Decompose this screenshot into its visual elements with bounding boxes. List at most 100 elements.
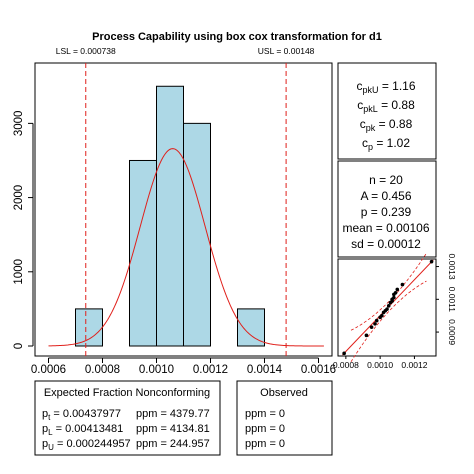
indices-frame — [337, 62, 437, 160]
stats-list: n = 20 A = 0.456 p = 0.239 mean = 0.00106 sd… — [342, 173, 429, 251]
expected-row: pL = 0.00413481 — [42, 423, 123, 437]
index-symbol: c — [360, 117, 366, 131]
index-value: = 0.88 — [375, 117, 412, 131]
y-tick-label: 0 — [13, 343, 25, 349]
qq-point — [342, 351, 346, 356]
expected-symbol: p — [42, 438, 48, 450]
qq-x-tick-label: 0.0010 — [367, 360, 393, 370]
expected-symbol: p — [42, 408, 48, 420]
expected-subscript: L — [48, 428, 53, 437]
histogram-bar — [129, 159, 157, 347]
histogram-bars — [75, 85, 265, 347]
lsl-label: LSL = 0.000738 — [56, 46, 116, 56]
qq-frame — [337, 258, 437, 357]
expected-row: pU = 0.000244957 — [42, 438, 131, 452]
qq-point — [373, 322, 377, 326]
histogram-panel: LSL = 0.000738 USL = 0.00148 0.0006 0.000… — [13, 46, 336, 376]
qq-point — [364, 333, 369, 338]
qq-point — [395, 287, 400, 292]
qq-point — [380, 313, 384, 318]
expected-fraction-box: Expected Fraction Nonconforming pt = 0.0… — [34, 380, 221, 456]
stats-frame — [337, 160, 437, 258]
histogram-x-axis: 0.0006 0.0008 0.0010 0.0012 0.0014 0.0016 — [31, 357, 336, 376]
stat-line: n = 20 — [369, 173, 403, 187]
x-tick-label: 0.0006 — [31, 364, 66, 376]
x-tick-label: 0.0016 — [301, 364, 336, 376]
histogram-bar — [75, 308, 103, 347]
observed-frame — [236, 380, 333, 456]
expected-row: pt = 0.00437977 — [42, 408, 121, 422]
expected-ppm: ppm = 4379.77 — [136, 408, 210, 420]
histogram-bar — [237, 308, 265, 347]
qq-plot-panel: 0.0008 0.0010 0.0012 0.0009 0.0011 0.0013 — [333, 253, 457, 370]
stat-line: A = 0.456 — [360, 189, 411, 203]
observed-rows: ppm = 0 ppm = 0 ppm = 0 — [245, 408, 285, 450]
index-subscript: pk — [366, 123, 376, 133]
observed-title: Observed — [260, 387, 308, 399]
qq-x-axis: 0.0008 0.0010 0.0012 — [333, 356, 428, 370]
expected-subscript: U — [48, 443, 54, 452]
expected-subscript: t — [48, 413, 51, 422]
normality-test-box: n = 20 A = 0.456 p = 0.239 mean = 0.00106 sd… — [337, 160, 437, 258]
index-subscript: pkU — [362, 85, 378, 95]
qq-upper-band — [350, 253, 427, 331]
index-symbol: c — [357, 98, 363, 112]
observed-box: Observed ppm = 0 ppm = 0 ppm = 0 — [236, 380, 333, 456]
index-value: = 1.02 — [373, 136, 410, 150]
qq-point — [385, 307, 389, 311]
histogram-frame — [34, 62, 333, 357]
index-value: = 1.16 — [378, 79, 415, 93]
expected-frame — [34, 380, 221, 456]
normal-density-curve — [48, 148, 324, 347]
index-value: = 0.88 — [378, 98, 415, 112]
chart-title: Process Capability using box cox transfo… — [92, 31, 382, 43]
capability-index: cp = 1.02 — [362, 136, 410, 152]
index-symbol: c — [362, 136, 368, 150]
y-tick-label: 3000 — [13, 111, 25, 137]
stat-line: mean = 0.00106 — [342, 221, 429, 235]
x-tick-label: 0.0014 — [247, 364, 283, 376]
x-tick-label: 0.0010 — [139, 364, 174, 376]
qq-point — [400, 282, 405, 287]
qq-x-tick-label: 0.0012 — [401, 360, 427, 370]
capability-index: cpk = 0.88 — [360, 117, 413, 133]
histogram-y-axis: 0 1000 2000 3000 — [13, 111, 34, 349]
capability-index: cpkU = 1.16 — [356, 79, 415, 95]
y-tick-label: 2000 — [13, 185, 25, 211]
histogram-bar — [156, 85, 184, 347]
qq-x-tick-label: 0.0008 — [333, 360, 359, 370]
expected-title: Expected Fraction Nonconforming — [44, 387, 210, 399]
index-symbol: c — [356, 79, 362, 93]
expected-value: = 0.00437977 — [50, 408, 121, 420]
qq-reference-line — [342, 259, 434, 356]
qq-point — [429, 259, 434, 264]
stat-line: p = 0.239 — [361, 205, 412, 219]
observed-row: ppm = 0 — [245, 408, 285, 420]
observed-row: ppm = 0 — [245, 423, 285, 435]
expected-symbol: p — [42, 423, 48, 435]
expected-value: = 0.000244957 — [54, 438, 131, 450]
capability-index: cpkL = 0.88 — [357, 98, 415, 114]
observed-row: ppm = 0 — [245, 438, 285, 450]
qq-y-axis: 0.0009 0.0011 0.0013 — [436, 254, 457, 345]
usl-label: USL = 0.00148 — [258, 46, 315, 56]
qq-point — [393, 290, 398, 295]
qq-point — [374, 318, 379, 323]
qq-confidence-bands — [350, 253, 427, 362]
qq-point — [392, 295, 396, 300]
histogram-bar — [183, 122, 211, 347]
qq-y-tick-label: 0.0013 — [447, 254, 457, 280]
expected-value: = 0.00413481 — [53, 423, 124, 435]
qq-lower-band — [350, 280, 427, 362]
index-subscript: pkL — [363, 104, 378, 114]
stat-line: sd = 0.00012 — [351, 237, 421, 251]
qq-y-tick-label: 0.0009 — [447, 319, 457, 345]
expected-ppm: ppm = 4134.81 — [136, 423, 210, 435]
y-tick-label: 1000 — [13, 259, 25, 285]
qq-point — [386, 304, 391, 308]
qq-points — [342, 259, 434, 356]
index-subscript: p — [368, 142, 373, 152]
